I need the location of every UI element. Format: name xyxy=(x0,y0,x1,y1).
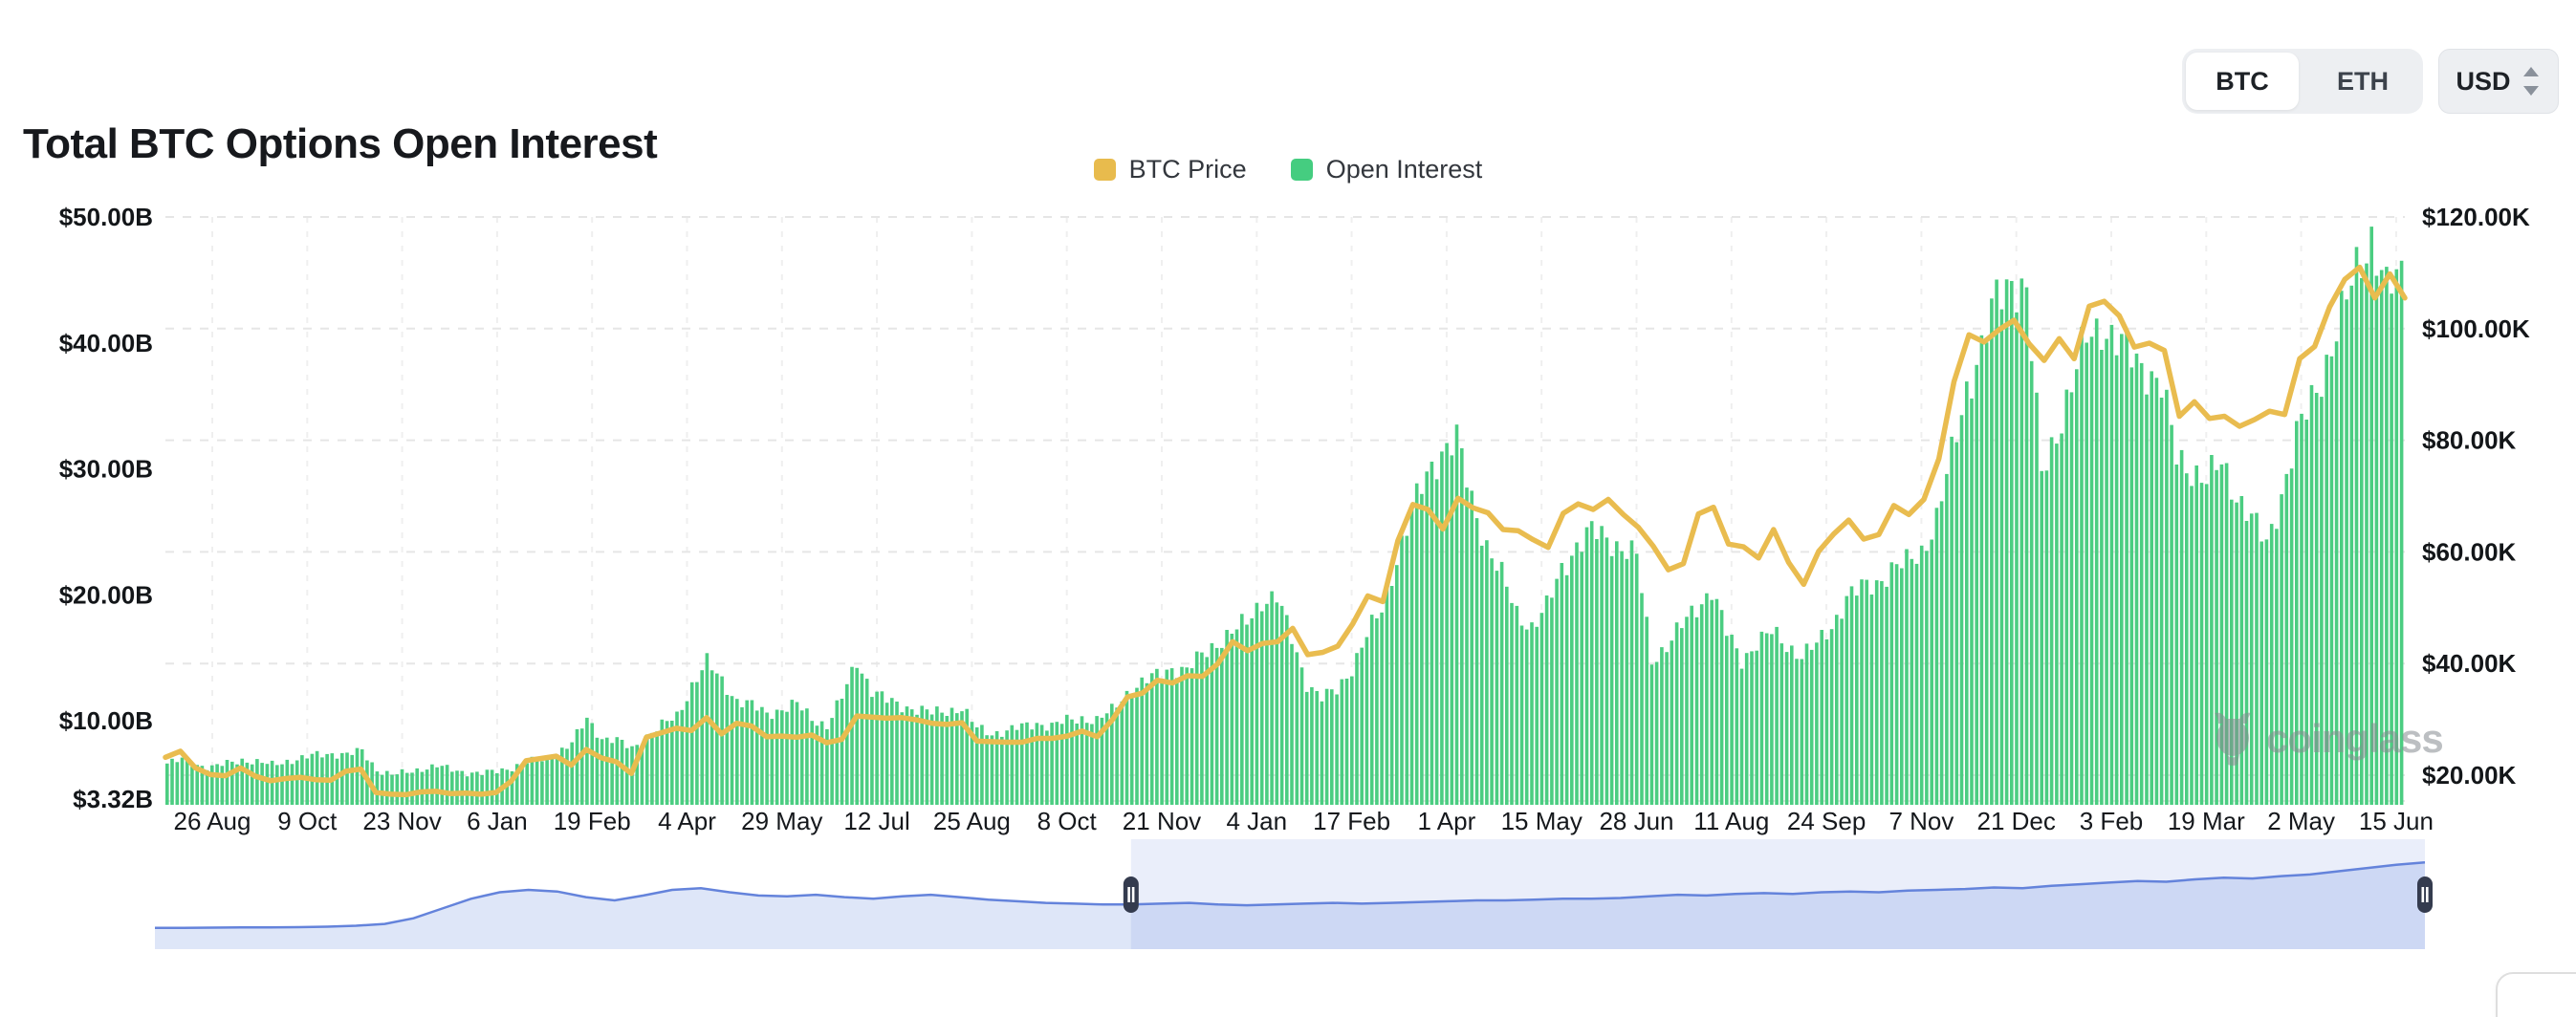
open-interest-bars-series[interactable] xyxy=(165,227,2404,806)
x-tick-label: 21 Nov xyxy=(1123,807,1201,835)
x-tick-label: 12 Jul xyxy=(843,807,909,835)
x-tick-label: 24 Sep xyxy=(1787,807,1866,835)
navigator-line xyxy=(154,860,2426,930)
right-axis-tick-label: $40.00K xyxy=(2422,649,2517,678)
left-axis-tick-label: $40.00B xyxy=(59,329,153,357)
x-tick-label: 17 Feb xyxy=(1313,807,1390,835)
legend-label: Open Interest xyxy=(1325,155,1483,184)
page-title: Total BTC Options Open Interest xyxy=(23,120,658,167)
cutoff-panel xyxy=(2496,972,2576,1017)
x-tick-label: 23 Nov xyxy=(362,807,441,835)
x-tick-label: 29 May xyxy=(741,807,822,835)
left-axis-tick-label: $20.00B xyxy=(59,580,153,609)
x-tick-label: 26 Aug xyxy=(174,807,251,835)
right-axis-tick-label: $100.00K xyxy=(2422,314,2530,343)
x-tick-label: 28 Jun xyxy=(1599,807,1673,835)
legend-label: BTC Price xyxy=(1128,155,1247,184)
open-interest-swatch-icon xyxy=(1290,159,1313,181)
currency-value: USD xyxy=(2456,66,2511,96)
left-axis-labels: $50.00B $40.00B $30.00B $20.00B $10.00B $3.32… xyxy=(59,203,153,813)
left-axis-tick-label: $10.00B xyxy=(59,706,153,735)
tab-btc[interactable]: BTC xyxy=(2186,53,2299,110)
tab-eth[interactable]: ETH xyxy=(2306,53,2419,110)
x-tick-label: 4 Apr xyxy=(658,807,716,835)
left-axis-tick-label: $3.32B xyxy=(73,785,153,813)
x-axis-labels: 26 Aug 9 Oct 23 Nov 6 Jan 19 Feb 4 Apr 29 May 1… xyxy=(174,807,2434,835)
x-tick-label: 9 Oct xyxy=(277,807,338,835)
btc-price-line-series[interactable] xyxy=(163,264,2408,798)
left-axis-tick-label: $50.00B xyxy=(59,203,153,231)
x-tick-label: 4 Jan xyxy=(1226,807,1287,835)
navigator-selection[interactable] xyxy=(1130,839,2425,949)
legend-item-open-interest[interactable]: Open Interest xyxy=(1290,155,1483,184)
x-tick-label: 8 Oct xyxy=(1037,807,1098,835)
asset-toggle[interactable]: BTC ETH xyxy=(2182,49,2423,114)
x-tick-label: 25 Aug xyxy=(933,807,1011,835)
x-tick-label: 2 May xyxy=(2267,807,2335,835)
navigator-handle-left[interactable] xyxy=(1123,876,1139,913)
right-axis-tick-label: $80.00K xyxy=(2422,426,2517,455)
right-axis-tick-label: $60.00K xyxy=(2422,537,2517,566)
currency-select[interactable]: USD xyxy=(2438,49,2559,114)
navigator-handle-right[interactable] xyxy=(2417,876,2433,913)
x-tick-label: 21 Dec xyxy=(1977,807,2056,835)
x-tick-label: 3 Feb xyxy=(2080,807,2144,835)
x-tick-label: 19 Mar xyxy=(2168,807,2245,835)
right-axis-tick-label: $20.00K xyxy=(2422,761,2517,790)
right-axis-tick-label: $120.00K xyxy=(2422,203,2530,231)
sort-arrows-icon xyxy=(2522,67,2539,96)
x-tick-label: 19 Feb xyxy=(554,807,631,835)
legend-item-btc-price[interactable]: BTC Price xyxy=(1093,155,1247,184)
btc-price-swatch-icon xyxy=(1093,159,1116,181)
x-tick-label: 7 Nov xyxy=(1888,807,1954,835)
chart-legend: BTC Price Open Interest xyxy=(0,155,2576,184)
x-tick-label: 6 Jan xyxy=(467,807,528,835)
x-tick-label: 15 Jun xyxy=(2359,807,2434,835)
x-grid xyxy=(211,217,2397,801)
x-tick-label: 11 Aug xyxy=(1693,807,1769,835)
x-tick-label: 1 Apr xyxy=(1418,807,1476,835)
x-tick-label: 15 May xyxy=(1501,807,1583,835)
navigator-area[interactable] xyxy=(155,862,2425,949)
right-axis-labels: $120.00K $100.00K $80.00K $60.00K $40.00K $20… xyxy=(2422,203,2530,790)
left-axis-tick-label: $30.00B xyxy=(59,455,153,484)
